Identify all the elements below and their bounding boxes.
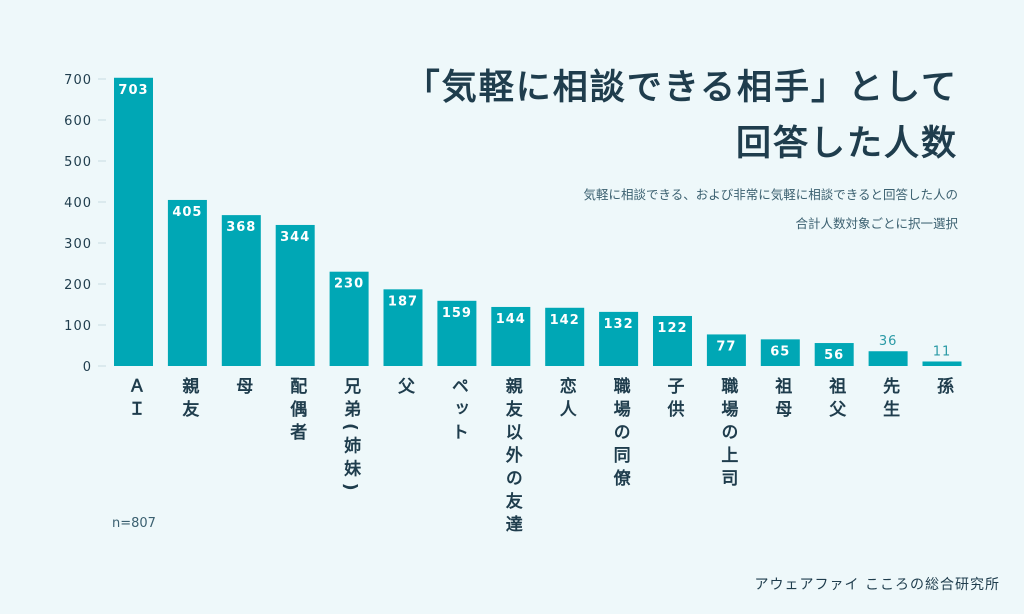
- y-tick-label: 200: [64, 278, 92, 293]
- x-tick-label: ＡＩ: [124, 377, 145, 423]
- x-tick-label: 職場の上司: [717, 377, 738, 492]
- data-label: 77: [716, 339, 736, 354]
- source-credit: アウェアファイ こころの総合研究所: [754, 577, 1000, 593]
- bar: [706, 334, 746, 366]
- x-tick-label: 親友以外の友達: [501, 377, 522, 538]
- data-label: 187: [388, 294, 418, 309]
- bar: [760, 339, 800, 366]
- data-label: 65: [770, 344, 790, 359]
- x-tick-label: 先生: [879, 377, 900, 423]
- y-tick-label: 300: [64, 237, 92, 252]
- bar: [491, 306, 531, 366]
- data-label: 142: [550, 313, 580, 328]
- y-tick-label: 700: [64, 73, 92, 88]
- bar: [329, 271, 369, 366]
- y-tick-label: 500: [64, 155, 92, 170]
- data-label: 703: [118, 83, 148, 98]
- x-tick-label: 孫: [933, 377, 953, 400]
- data-label: 405: [172, 205, 202, 220]
- x-tick-label: 祖父: [825, 377, 846, 423]
- data-label: 11: [933, 344, 952, 359]
- data-label: 230: [334, 277, 364, 292]
- data-label: 144: [496, 312, 526, 327]
- subtitle-line-2: 合計人数対象ごとに択一選択: [795, 216, 958, 231]
- x-tick-label: 職場の同僚: [609, 377, 630, 492]
- data-label: 132: [604, 317, 634, 332]
- data-label: 344: [280, 230, 310, 245]
- bar: [545, 307, 585, 366]
- sample-size-note: n=807: [112, 516, 156, 531]
- data-label: 56: [824, 348, 844, 363]
- data-label: 368: [226, 220, 256, 235]
- y-tick-label: 400: [64, 196, 92, 211]
- title-line-1: 「気軽に相談できる相手」として: [404, 68, 958, 108]
- bar: [114, 77, 153, 367]
- x-tick-label: 兄弟(姉妹): [340, 377, 361, 497]
- bar: [814, 343, 854, 366]
- x-tick-label: 子供: [663, 377, 684, 423]
- y-tick-label: 0: [83, 360, 92, 375]
- bar: [599, 311, 639, 366]
- data-label: 36: [879, 334, 898, 349]
- x-tick-label: 祖母: [771, 377, 792, 423]
- chart-subtitle: 気軽に相談できる、および非常に気軽に相談できると回答した人の 合計人数対象ごとに…: [583, 180, 958, 238]
- bar: [167, 199, 207, 366]
- title-line-2: 回答した人数: [735, 124, 958, 164]
- x-tick-label: 母: [232, 377, 253, 400]
- y-tick-label: 600: [64, 114, 92, 129]
- x-tick-label: 恋人: [555, 377, 576, 423]
- y-tick-label: 100: [64, 319, 92, 334]
- data-label: 159: [442, 306, 472, 321]
- x-tick-label: 父: [394, 377, 414, 400]
- bar: [653, 315, 692, 366]
- bar: [221, 215, 261, 366]
- bar: [922, 361, 962, 366]
- bar: [275, 224, 315, 366]
- subtitle-line-1: 気軽に相談できる、および非常に気軽に相談できると回答した人の: [583, 187, 958, 202]
- x-tick-label: 配偶者: [286, 377, 307, 446]
- bar: [868, 351, 908, 366]
- data-label: 122: [657, 321, 687, 336]
- bar: [437, 300, 477, 366]
- x-tick-label: ペット: [447, 377, 468, 446]
- bar: [383, 289, 423, 366]
- chart-title: 「気軽に相談できる相手」として 回答した人数: [405, 60, 958, 172]
- x-tick-label: 親友: [178, 377, 199, 423]
